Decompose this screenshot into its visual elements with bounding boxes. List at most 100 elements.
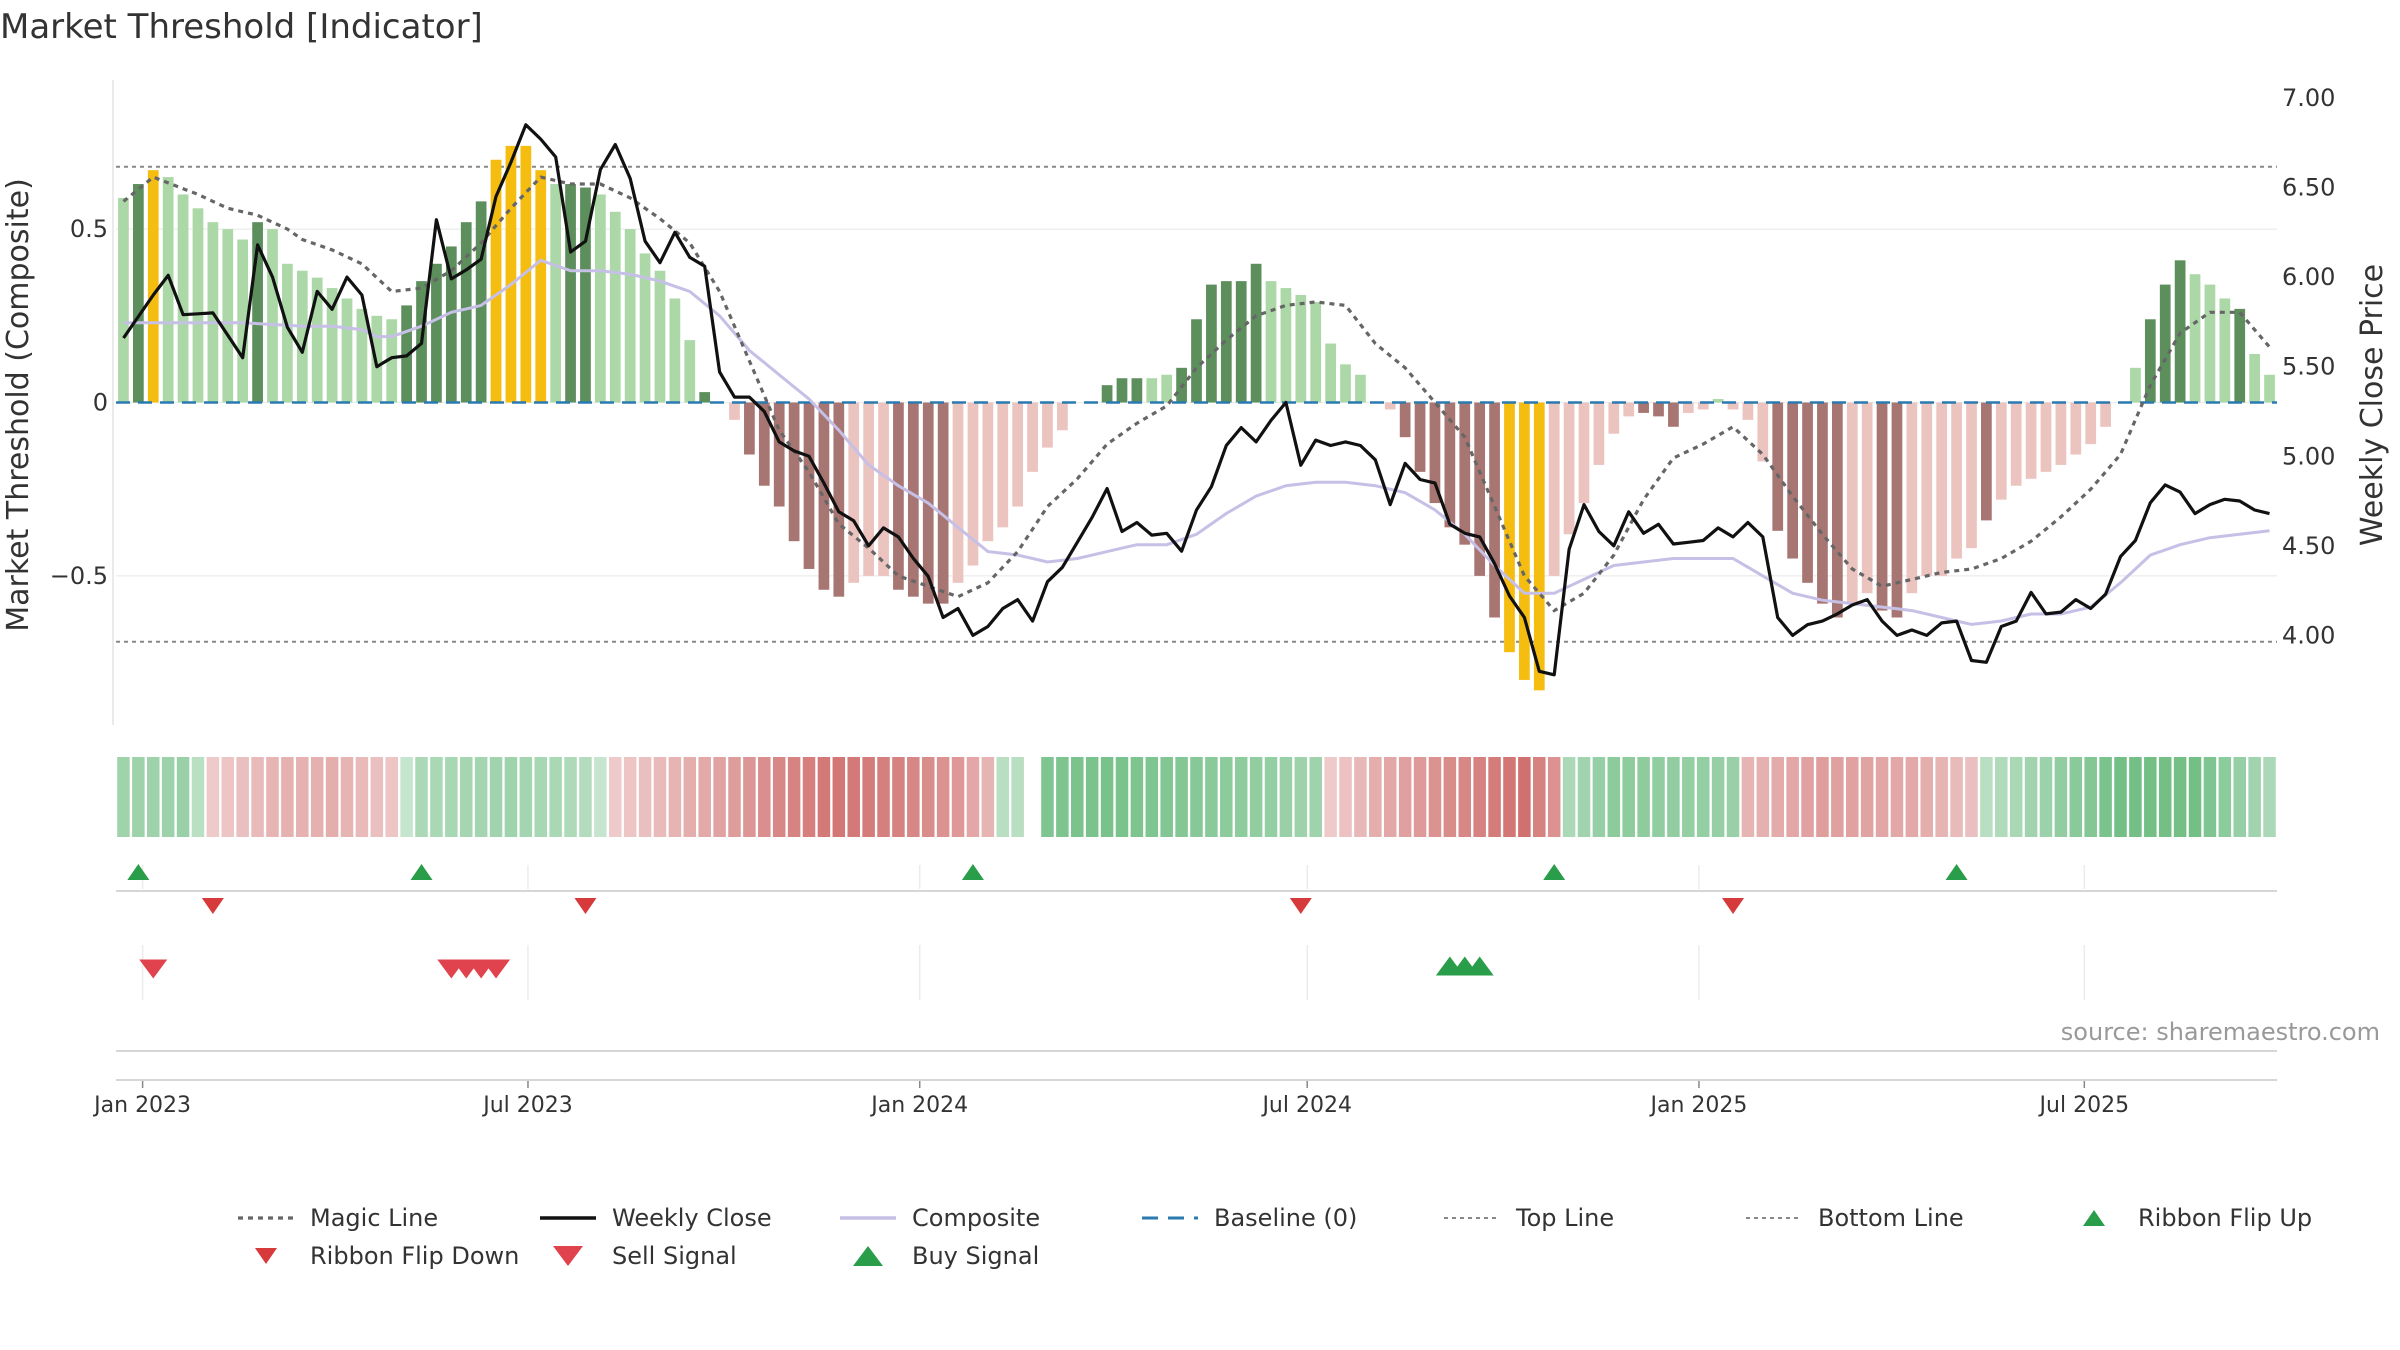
ribbon-cell	[1890, 757, 1904, 837]
ribbon-cell	[1637, 757, 1650, 837]
composite-bar	[1444, 402, 1456, 528]
ribbon-cell	[2188, 757, 2202, 837]
composite-bar	[326, 288, 338, 403]
ribbon-cell	[638, 757, 652, 837]
ribbon-cell	[296, 757, 309, 837]
composite-bar	[893, 402, 904, 590]
composite-bar	[2234, 308, 2246, 403]
composite-bar	[2055, 402, 2067, 465]
ribbon-cell	[325, 757, 339, 837]
composite-bar	[192, 208, 204, 403]
ribbon-cell	[1220, 757, 1233, 837]
ribbon-cell	[1533, 757, 1546, 837]
ribbon-cell	[1249, 757, 1263, 837]
ribbon-cell	[1711, 757, 1725, 837]
ribbon-cell	[1443, 757, 1457, 837]
composite-bar	[684, 340, 696, 403]
composite-bar	[147, 170, 159, 403]
ribbon-cell	[385, 757, 398, 837]
ribbon-cell	[787, 757, 801, 837]
x-tick-label: Jan 2023	[92, 1093, 191, 1118]
composite-bar	[252, 222, 263, 403]
composite-bar	[1504, 402, 1515, 653]
composite-bar	[1533, 402, 1545, 691]
composite-bar	[1682, 402, 1694, 413]
composite-bar	[1966, 402, 1977, 549]
ribbon-cell	[132, 757, 145, 837]
ribbon-cell	[1875, 757, 1889, 837]
ribbon-cell	[1980, 757, 1993, 837]
legend-label: Buy Signal	[912, 1242, 1039, 1270]
composite-bar	[1951, 402, 1962, 559]
composite-bar	[118, 197, 129, 403]
ribbon-cell	[1115, 757, 1129, 837]
x-tick-label: Jul 2024	[1260, 1093, 1352, 1118]
legend-label: Magic Line	[310, 1204, 438, 1232]
legend-label: Composite	[912, 1204, 1040, 1232]
weekly-close-line	[122, 123, 2270, 677]
ribbon-cell	[1696, 757, 1710, 837]
ribbon-cell	[1100, 757, 1114, 837]
ribbon-cell	[1324, 757, 1337, 837]
composite-bar	[1906, 402, 1918, 594]
composite-bar	[1012, 402, 1024, 507]
composite-bar	[460, 222, 472, 403]
composite-bars	[118, 145, 2275, 691]
composite-bar	[1995, 402, 2007, 500]
composite-bar	[2040, 402, 2052, 472]
buy-signal-marker	[1465, 956, 1494, 976]
ribbon-cell	[1801, 757, 1814, 837]
composite-bar	[1340, 364, 1351, 403]
composite-bar	[1831, 402, 1843, 618]
ribbon-cell	[1279, 757, 1293, 837]
composite-bar	[1206, 284, 1217, 403]
ribbon-cell	[1905, 757, 1919, 837]
legend-label: Sell Signal	[612, 1242, 737, 1270]
composite-bar	[1981, 402, 1992, 521]
legend-swatch	[853, 1246, 883, 1266]
composite-bar	[863, 402, 874, 576]
ribbon-cell	[1995, 757, 2008, 837]
composite-bar	[773, 402, 785, 507]
composite-bar	[2189, 274, 2201, 403]
ribbon-cell	[1011, 757, 1024, 837]
ribbon-cell	[2069, 757, 2083, 837]
x-tick-label: Jul 2023	[481, 1093, 573, 1118]
ribbon-cell	[996, 757, 1010, 837]
legend-label: Baseline (0)	[1214, 1204, 1357, 1232]
ribbon-cell	[1816, 757, 1829, 837]
composite-bar	[1384, 402, 1396, 410]
composite-line	[123, 258, 2270, 626]
y-tick-right-label: 6.50	[2282, 174, 2335, 202]
ribbon-cell	[907, 757, 920, 837]
ribbon-cell	[772, 757, 786, 837]
legend-item: Composite	[840, 1204, 1040, 1232]
composite-bar	[1057, 402, 1068, 431]
ribbon-cell	[698, 757, 711, 837]
sell-signal-marker	[139, 959, 168, 979]
composite-bar	[788, 402, 800, 542]
composite-bar	[1817, 402, 1828, 604]
composite-bar	[1474, 402, 1486, 576]
composite-bar	[1519, 402, 1530, 680]
ribbon-cell	[2263, 757, 2276, 837]
composite-bar	[1235, 281, 1247, 403]
ribbon-cell	[2099, 757, 2112, 837]
composite-bar	[1131, 378, 1143, 403]
ribbon-cell	[951, 757, 965, 837]
ribbon-cell	[713, 757, 726, 837]
composite-bar	[878, 402, 889, 576]
composite-bar	[2219, 298, 2231, 403]
composite-bar	[1101, 385, 1113, 403]
source-credit: source: sharemaestro.com	[2061, 1018, 2380, 1046]
composite-bar	[1876, 402, 1888, 611]
composite-bar	[1891, 402, 1903, 618]
composite-bar	[475, 201, 487, 403]
ribbon-cell	[936, 757, 950, 837]
composite-bar	[282, 263, 293, 403]
ribbon-cell	[1562, 757, 1576, 837]
composite-bar	[237, 239, 249, 403]
ribbon-cell	[2218, 757, 2232, 837]
legend-label: Top Line	[1515, 1204, 1614, 1232]
ribbon-cell	[1652, 757, 1665, 837]
